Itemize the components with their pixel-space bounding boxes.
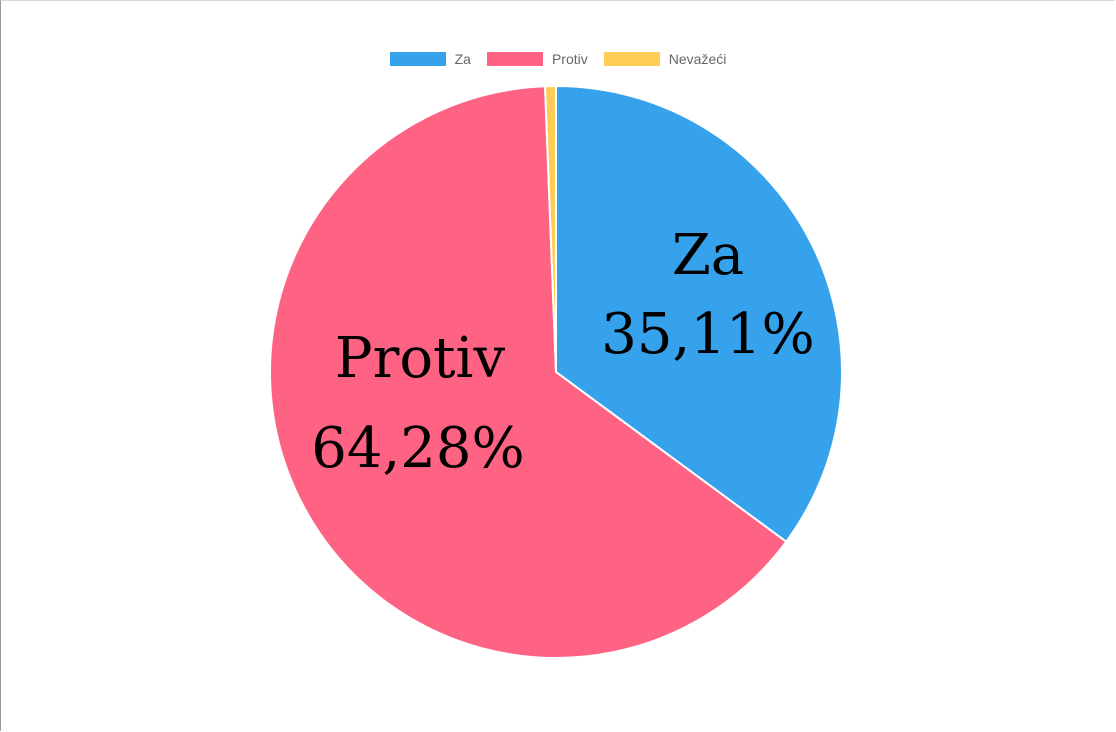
pie-slice-nevazeci[interactable] [544,84,557,373]
chart-legend: Za Protiv Nevažeći [0,49,1116,69]
pie-slice-za[interactable] [555,84,843,544]
legend-swatch-nevazeci [603,52,660,66]
legend-item-protiv[interactable]: Protiv [486,49,588,69]
legend-label-protiv: Protiv [551,51,588,67]
legend-item-za[interactable]: Za [389,49,471,69]
legend-item-nevazeci[interactable]: Nevažeći [603,49,727,69]
pie-slices [269,84,843,659]
legend-swatch-za [389,52,446,66]
slice-label-za-value: 35,11% [601,302,815,367]
pie-labels: Za 35,11% Protiv 64,28% [311,223,815,481]
legend-label-za: Za [454,51,471,67]
slice-label-protiv-name: Protiv [335,326,506,391]
legend-label-nevazeci: Nevažeći [668,51,727,67]
slice-label-za-name: Za [672,223,744,288]
pie-slice-protiv[interactable] [269,85,788,659]
legend-swatch-protiv [486,52,543,66]
slice-label-protiv-value: 64,28% [311,416,525,481]
